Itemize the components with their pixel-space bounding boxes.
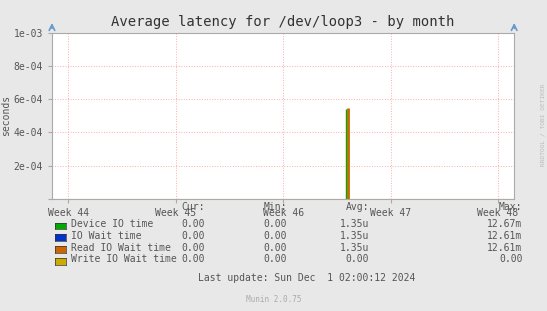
Text: 1.35u: 1.35u [340, 243, 369, 253]
Text: 0.00: 0.00 [182, 231, 205, 241]
Title: Average latency for /dev/loop3 - by month: Average latency for /dev/loop3 - by mont… [112, 15, 455, 29]
Text: 12.61m: 12.61m [487, 231, 522, 241]
Text: IO Wait time: IO Wait time [71, 231, 142, 241]
Text: Max:: Max: [499, 202, 522, 212]
Text: Cur:: Cur: [182, 202, 205, 212]
Text: 12.67m: 12.67m [487, 219, 522, 229]
Text: 0.00: 0.00 [182, 243, 205, 253]
Text: 0.00: 0.00 [182, 219, 205, 229]
Text: 0.00: 0.00 [264, 219, 287, 229]
Text: 0.00: 0.00 [264, 254, 287, 264]
Text: Write IO Wait time: Write IO Wait time [71, 254, 177, 264]
Text: Device IO time: Device IO time [71, 219, 153, 229]
Text: 0.00: 0.00 [182, 254, 205, 264]
Text: Munin 2.0.75: Munin 2.0.75 [246, 295, 301, 304]
Y-axis label: seconds: seconds [1, 95, 11, 137]
Text: 1.35u: 1.35u [340, 219, 369, 229]
Text: Min:: Min: [264, 202, 287, 212]
Text: 0.00: 0.00 [264, 243, 287, 253]
Text: RRDTOOL / TOBI OETIKER: RRDTOOL / TOBI OETIKER [541, 83, 546, 166]
Text: 1.35u: 1.35u [340, 231, 369, 241]
Text: 12.61m: 12.61m [487, 243, 522, 253]
Text: Read IO Wait time: Read IO Wait time [71, 243, 171, 253]
Text: 0.00: 0.00 [346, 254, 369, 264]
Text: Avg:: Avg: [346, 202, 369, 212]
Text: Last update: Sun Dec  1 02:00:12 2024: Last update: Sun Dec 1 02:00:12 2024 [197, 272, 415, 282]
Text: 0.00: 0.00 [264, 231, 287, 241]
Text: 0.00: 0.00 [499, 254, 522, 264]
